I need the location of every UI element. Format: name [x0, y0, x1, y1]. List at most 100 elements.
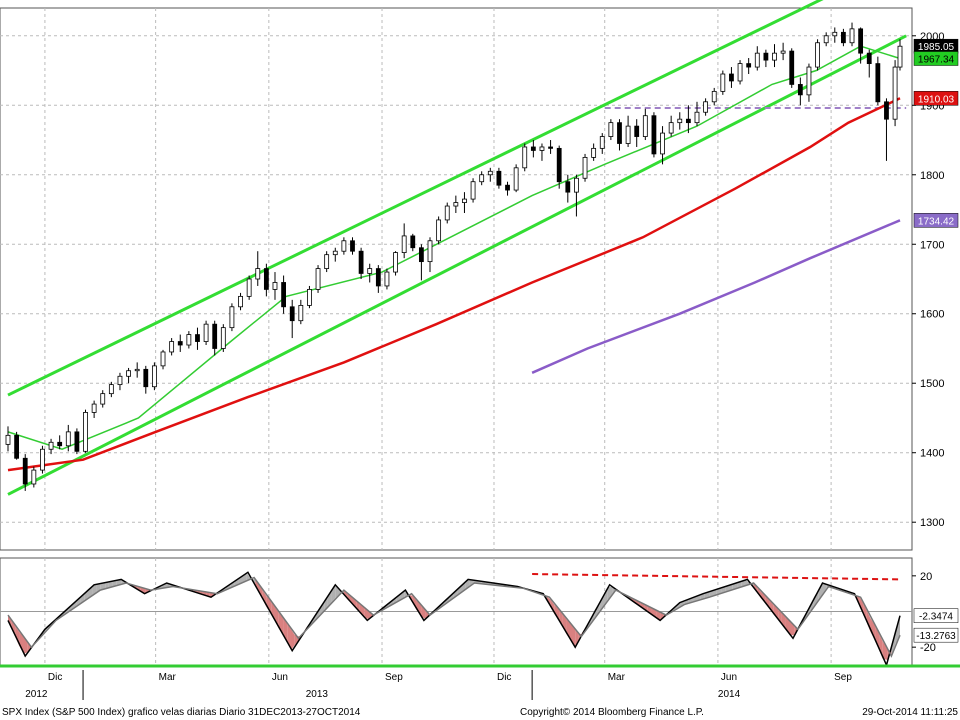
- candle: [858, 27, 864, 64]
- price-panel: [5, 0, 907, 496]
- candle-body: [763, 52, 769, 61]
- month-label: Mar: [608, 672, 626, 683]
- osc-fill: [274, 607, 279, 629]
- candle-body: [565, 181, 571, 193]
- candle-body: [14, 434, 20, 459]
- candle: [324, 251, 330, 273]
- candle-body: [298, 305, 304, 322]
- candle-body: [65, 431, 71, 447]
- candle-body: [772, 52, 777, 61]
- price-label: 1734.42: [913, 213, 959, 228]
- candle-body: [367, 268, 373, 274]
- candle-body: [57, 441, 63, 447]
- candle: [729, 67, 734, 88]
- osc-fill: [571, 624, 576, 647]
- candle-body: [117, 375, 123, 386]
- candle: [763, 49, 769, 68]
- candle: [642, 108, 648, 141]
- month-label: Jun: [721, 672, 737, 683]
- candle: [582, 153, 588, 182]
- candle: [100, 390, 106, 408]
- candle-body: [823, 35, 829, 44]
- candle: [31, 466, 37, 488]
- candle: [539, 143, 545, 161]
- candle: [841, 28, 846, 47]
- candle-body: [668, 122, 674, 134]
- candle: [660, 126, 665, 165]
- candle-body: [263, 268, 269, 290]
- candle-body: [22, 457, 28, 485]
- trendline: [7, 34, 907, 496]
- candle-body: [754, 52, 760, 68]
- candle-body: [272, 282, 278, 290]
- candle-body: [634, 125, 640, 137]
- candle: [470, 178, 476, 203]
- candle-body: [599, 136, 605, 149]
- candle: [134, 362, 140, 378]
- candle-body: [625, 125, 631, 144]
- candle: [384, 268, 390, 290]
- osc-fill: [19, 631, 24, 654]
- candle-body: [401, 235, 407, 253]
- osc-fill: [27, 642, 32, 652]
- candle-body: [203, 323, 209, 342]
- candle: [375, 265, 381, 293]
- candle-body: [108, 384, 114, 395]
- candle: [548, 140, 553, 154]
- right-axis: 130014001500160017001800190020001985.051…: [912, 31, 959, 654]
- candle: [815, 39, 820, 71]
- candle: [272, 272, 278, 300]
- osc-fill: [290, 629, 295, 651]
- candle: [40, 445, 45, 474]
- bottom-axis: Dic Mar Jun Sep Dic Mar Jun Sep 2012 2013 2014: [0, 664, 960, 700]
- price-tick-label: 1500: [920, 378, 944, 390]
- price-label-text: 1910.03: [918, 94, 955, 105]
- candle: [651, 112, 657, 158]
- candle: [152, 362, 157, 391]
- candle-body: [703, 101, 709, 113]
- price-label: 1967.34: [913, 51, 959, 66]
- candle: [720, 70, 726, 95]
- candle: [401, 223, 407, 259]
- osc-fill: [870, 618, 876, 641]
- price-label-box: [913, 213, 959, 228]
- candle-body: [789, 50, 795, 85]
- candle-body: [746, 63, 752, 68]
- osc-fill: [607, 586, 613, 601]
- candle-body: [617, 122, 622, 144]
- candle: [195, 327, 200, 350]
- candle: [14, 431, 20, 460]
- candle: [772, 44, 777, 68]
- price-label: 1910.03: [913, 91, 959, 106]
- candle-body: [505, 184, 510, 191]
- candle-body: [806, 66, 812, 96]
- candle-body: [780, 50, 786, 54]
- osc-tick-label: 20: [920, 571, 932, 583]
- candle-body: [897, 45, 903, 68]
- candle: [599, 133, 605, 154]
- candle-body: [177, 341, 183, 346]
- moving-average-line: [531, 219, 901, 374]
- candle: [832, 27, 838, 43]
- osc-fill: [822, 583, 827, 595]
- osc-fill: [421, 605, 426, 619]
- candle-body: [332, 250, 338, 256]
- osc-fill: [112, 580, 117, 587]
- footer: SPX Index (S&P 500 Index) grafico velas …: [2, 707, 958, 718]
- month-label: Dic: [48, 672, 62, 683]
- candle: [83, 409, 88, 453]
- candle-body: [660, 132, 665, 155]
- candle: [418, 244, 424, 281]
- candle-body: [238, 295, 243, 308]
- month-label: Sep: [834, 672, 852, 683]
- candle: [91, 400, 97, 418]
- osc-value-label: -13.2763: [913, 627, 959, 643]
- candle: [797, 77, 803, 106]
- candle-body: [694, 111, 700, 124]
- price-label-text: 1734.42: [918, 216, 955, 227]
- candle: [126, 367, 131, 384]
- candle-body: [31, 469, 37, 485]
- candle: [263, 263, 269, 297]
- candle-body: [841, 31, 846, 44]
- candle-body: [220, 327, 226, 349]
